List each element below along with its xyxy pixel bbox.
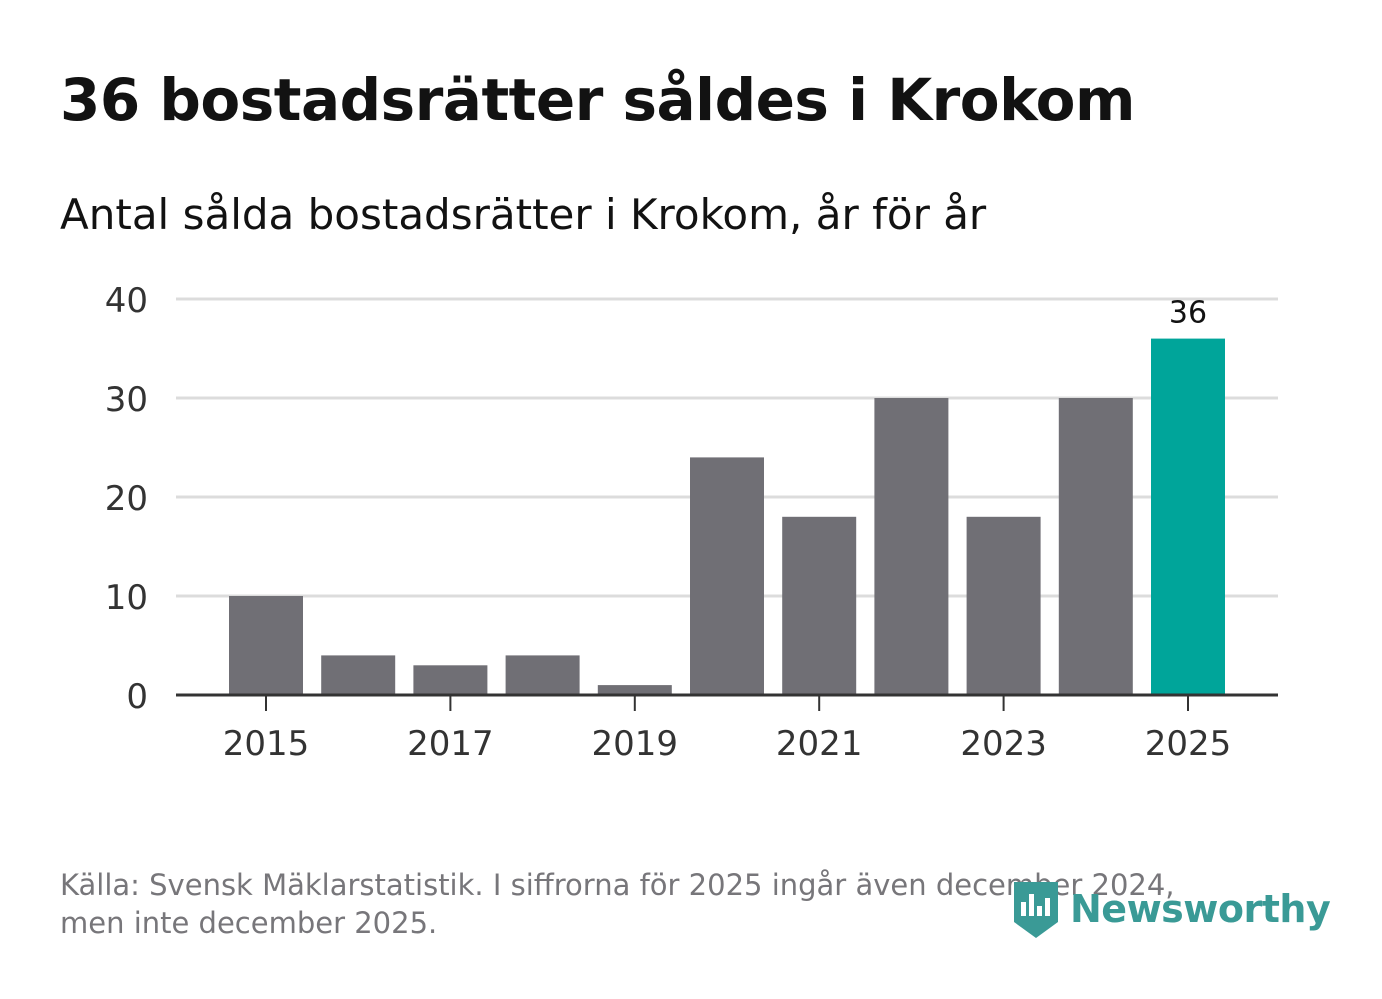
bar-2024 [1058, 398, 1133, 695]
x-axis-labels: 2015 2017 2019 2021 2023 2025 [223, 724, 1232, 764]
x-tick-label-2023: 2023 [960, 724, 1047, 764]
y-tick-label-30: 30 [105, 380, 148, 420]
newsworthy-bar-chart-icon [1014, 882, 1058, 938]
newsworthy-logo: Newsworthy [1010, 878, 1331, 940]
x-axis [176, 693, 1278, 711]
bars [229, 338, 1225, 695]
source-note-line-2: men inte december 2025. [60, 906, 438, 940]
chart-subtitle: Antal sålda bostadsrätter i Krokom, år f… [60, 190, 987, 239]
x-tick-label-2021: 2021 [776, 724, 863, 764]
y-tick-label-20: 20 [105, 479, 148, 519]
data-label-2025: 36 [1169, 296, 1207, 331]
bar-2020 [690, 457, 764, 695]
bar-2023 [966, 516, 1041, 695]
bar-2015 [229, 596, 303, 695]
bar-2019 [597, 685, 672, 695]
x-tick-label-2019: 2019 [592, 724, 679, 764]
bar-2017 [413, 665, 488, 695]
bar-2022 [874, 398, 949, 695]
y-axis-labels: 0 10 20 30 40 [105, 281, 148, 717]
y-tick-label-40: 40 [105, 281, 148, 321]
y-tick-label-10: 10 [105, 578, 148, 618]
bar-2025 [1151, 338, 1225, 695]
source-note: Källa: Svensk Mäklarstatistik. I siffror… [60, 866, 1310, 942]
x-tick-label-2017: 2017 [407, 724, 494, 764]
source-note-line-1: Källa: Svensk Mäklarstatistik. I siffror… [60, 868, 1175, 902]
chart-title: 36 bostadsrätter såldes i Krokom [60, 66, 1135, 134]
data-labels: 36 [1169, 296, 1207, 331]
bar-chart: 0 10 20 30 40 2015 2017 2019 2021 2023 2025 36 [105, 281, 1278, 764]
y-tick-label-0: 0 [126, 677, 148, 717]
bar-2018 [505, 655, 580, 695]
bar-2016 [321, 655, 396, 695]
x-tick-label-2025: 2025 [1145, 724, 1232, 764]
bar-2021 [782, 516, 857, 695]
x-tick-label-2015: 2015 [223, 724, 310, 764]
newsworthy-logo-text: Newsworthy [1070, 887, 1331, 931]
